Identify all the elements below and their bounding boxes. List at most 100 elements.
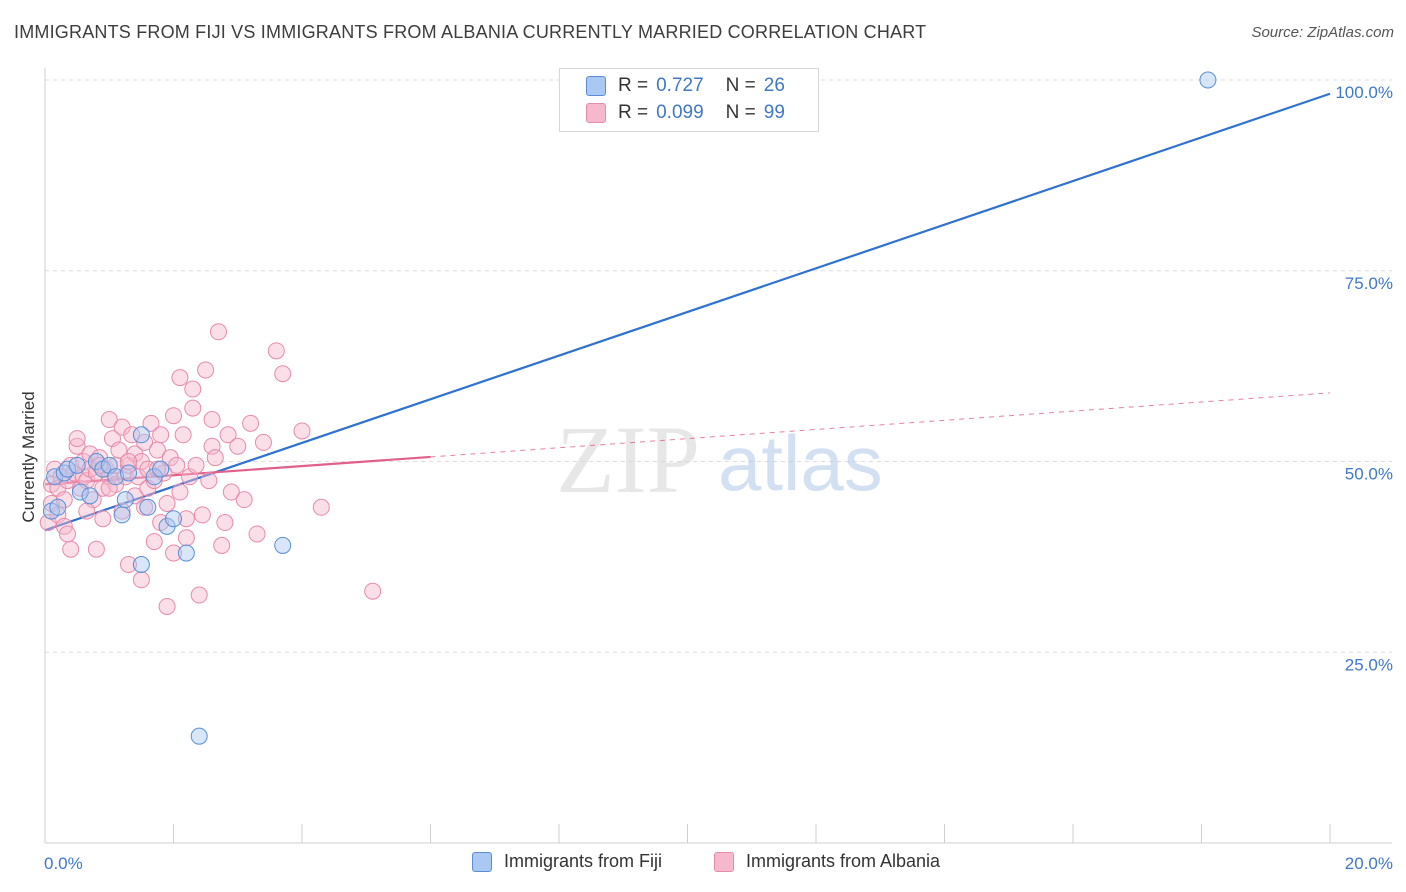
fiji-point — [81, 487, 99, 505]
albania-legend-label: Immigrants from Albania — [746, 851, 941, 871]
albania-point — [187, 456, 205, 474]
albania-point — [235, 491, 253, 509]
fiji-n-label: N = — [725, 75, 756, 96]
grid-layer — [45, 79, 1392, 653]
albania-point — [87, 540, 105, 558]
albania-point — [78, 502, 96, 520]
fiji-point — [46, 468, 64, 486]
albania-legend-swatch — [714, 851, 734, 872]
correlation-legend: R = 0.727 N = 26 R = 0.099 N = 99 — [559, 68, 819, 132]
albania-point — [158, 494, 176, 512]
fiji-point — [58, 460, 76, 478]
albania-trend-line-projection — [430, 392, 1331, 458]
fiji-point — [68, 456, 86, 474]
albania-r-value: 0.099 — [656, 102, 704, 123]
albania-point — [123, 426, 141, 444]
fiji-trend-line — [44, 92, 1331, 532]
fiji-point — [116, 491, 134, 509]
legend-item-fiji[interactable]: Immigrants from Fiji — [472, 851, 662, 872]
fiji-point — [113, 506, 131, 524]
watermark-zip: ZIP — [556, 406, 700, 513]
legend-row-fiji: R = 0.727 N = 26 — [586, 74, 785, 98]
fiji-swatch — [586, 76, 606, 96]
albania-point — [100, 411, 118, 429]
fiji-legend-label: Immigrants from Fiji — [504, 851, 663, 871]
albania-point — [209, 323, 227, 341]
x-tick-label-min: 0.0% — [44, 854, 83, 873]
y-axis-label: Currently Married — [19, 391, 38, 522]
albania-point — [219, 426, 237, 444]
fiji-point — [190, 727, 208, 745]
albania-point — [113, 502, 131, 520]
tick-labels: 25.0% 50.0% 75.0% 100.0% 0.0% 20.0% — [44, 83, 1393, 873]
albania-point — [200, 472, 218, 490]
albania-point — [206, 449, 224, 467]
fiji-r-label: R = — [618, 75, 649, 96]
fiji-point — [107, 468, 125, 486]
albania-point — [193, 506, 211, 524]
albania-point — [145, 533, 163, 551]
chart-title: IMMIGRANTS FROM FIJI VS IMMIGRANTS FROM … — [14, 22, 927, 42]
albania-point — [197, 361, 215, 379]
y-tick-label: 75.0% — [1345, 274, 1393, 293]
albania-r-label: R = — [618, 102, 649, 123]
albania-point — [68, 430, 86, 448]
fiji-legend-swatch — [472, 851, 492, 872]
fiji-n-value: 26 — [763, 75, 785, 96]
y-tick-label: 100.0% — [1335, 83, 1393, 102]
series-legend: Immigrants from Fiji Immigrants from Alb… — [0, 851, 1406, 879]
albania-point — [267, 342, 285, 360]
y-tick-label: 25.0% — [1345, 655, 1393, 674]
albania-point — [58, 525, 76, 543]
albania-point — [274, 365, 292, 383]
legend-item-albania[interactable]: Immigrants from Albania — [714, 851, 940, 872]
albania-point — [174, 426, 192, 444]
albania-point — [242, 414, 260, 432]
albania-point — [110, 441, 128, 459]
y-tick-label: 50.0% — [1345, 465, 1393, 484]
albania-point — [158, 597, 176, 615]
albania-point — [132, 571, 150, 589]
albania-point — [165, 544, 182, 562]
albania-point — [120, 556, 138, 574]
albania-point — [364, 582, 382, 600]
albania-point — [94, 510, 112, 528]
fiji-point — [177, 544, 195, 562]
fiji-point — [274, 536, 292, 554]
axis-layer — [44, 68, 1392, 844]
albania-point — [171, 369, 189, 387]
albania-point — [177, 510, 195, 528]
albania-point — [171, 483, 189, 501]
albania-point — [184, 380, 202, 398]
albania-swatch — [586, 103, 606, 123]
albania-point — [126, 487, 144, 505]
fiji-point — [1199, 71, 1217, 89]
fiji-point — [49, 498, 67, 516]
albania-point — [216, 514, 234, 532]
watermark-atlas: atlas — [718, 419, 883, 507]
albania-point — [177, 529, 195, 547]
albania-n-label: N = — [725, 102, 756, 123]
albania-point — [248, 525, 266, 543]
data-points — [39, 71, 1217, 745]
albania-point — [293, 422, 311, 440]
albania-point — [184, 399, 202, 417]
fiji-point — [165, 510, 182, 528]
albania-point — [222, 483, 240, 501]
albania-point — [203, 411, 221, 429]
albania-point — [165, 407, 182, 425]
x-tick-label-max: 20.0% — [1345, 854, 1393, 873]
fiji-point — [152, 460, 170, 478]
albania-point — [190, 586, 208, 604]
legend-row-albania: R = 0.099 N = 99 — [586, 101, 785, 125]
albania-point — [62, 540, 80, 558]
albania-point — [168, 456, 186, 474]
albania-point — [203, 437, 221, 455]
albania-n-value: 99 — [763, 102, 785, 123]
fiji-point — [120, 464, 138, 482]
fiji-point — [132, 556, 150, 574]
fiji-point — [71, 483, 89, 501]
albania-point — [213, 536, 231, 554]
fiji-point — [132, 426, 150, 444]
